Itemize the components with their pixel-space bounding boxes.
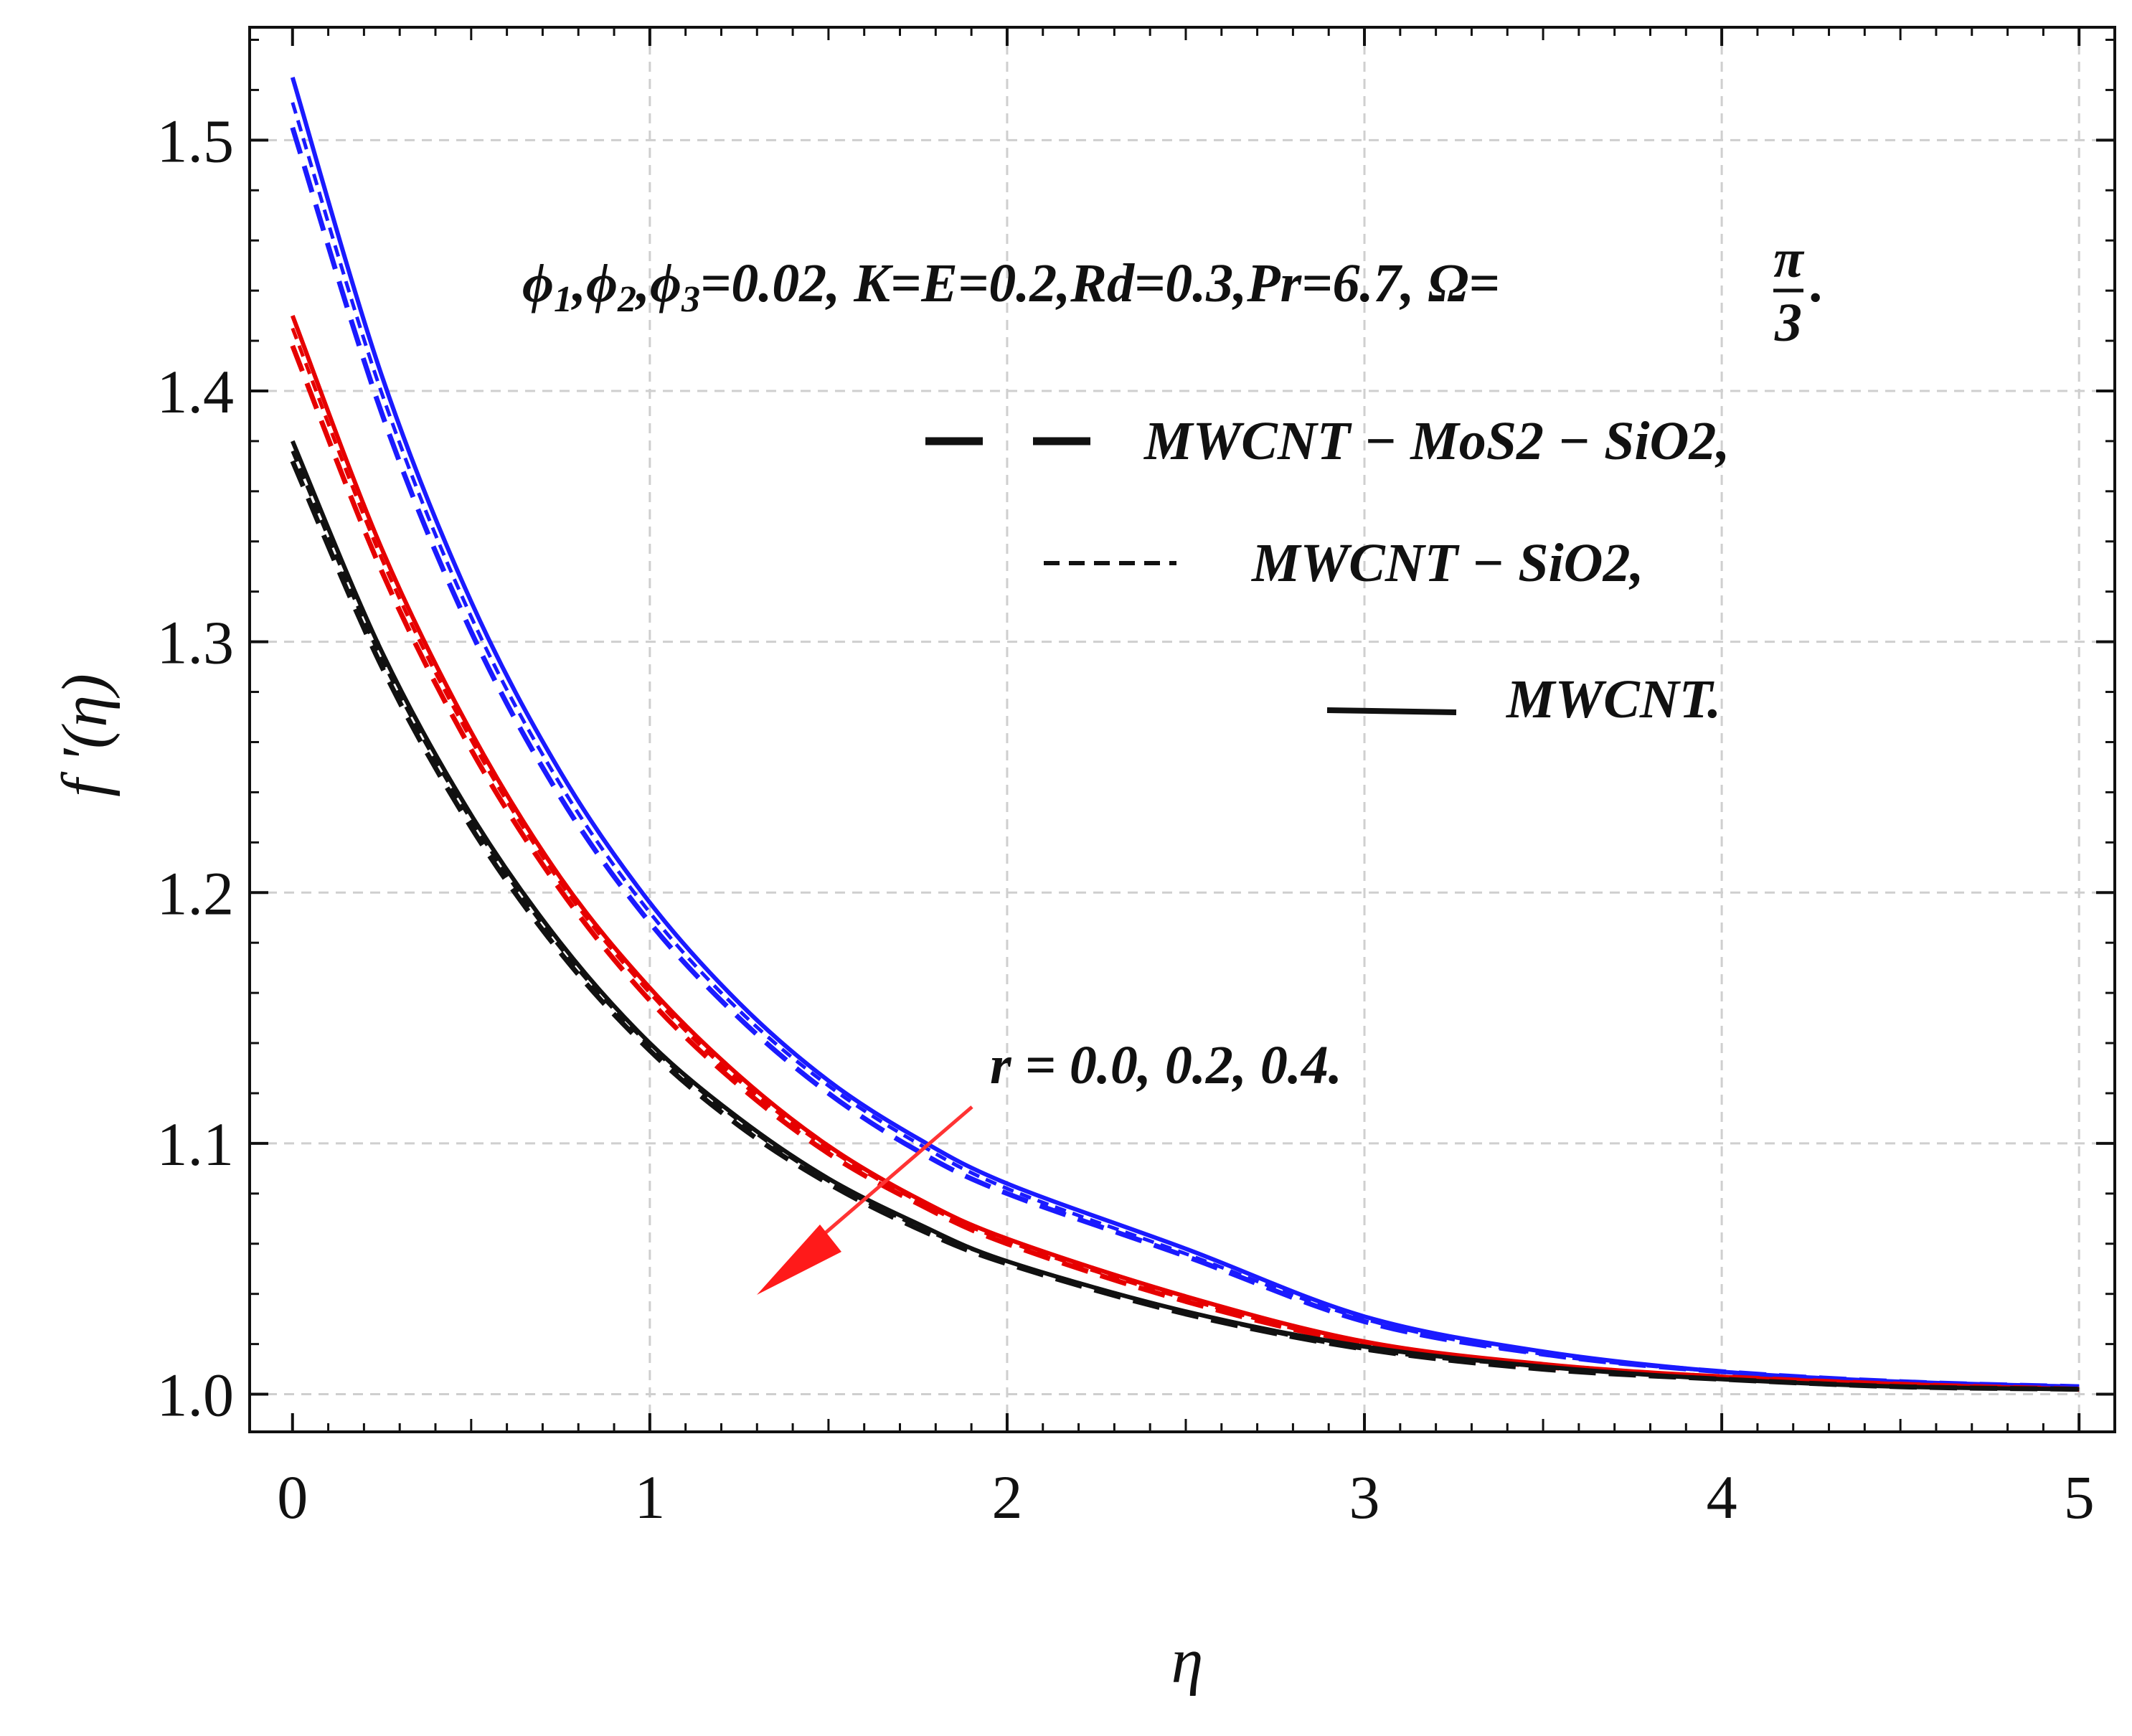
axis-ticks: [250, 27, 2115, 1432]
phi-1-subscript: 1: [554, 279, 572, 320]
x-tick-label: 0: [277, 1463, 308, 1532]
plot-frame: [248, 26, 2116, 1433]
separator-1: ,: [571, 253, 586, 313]
y-axis-title: f ′(η): [49, 674, 121, 797]
parameter-period: .: [1811, 253, 1824, 313]
y-tick-label: 1.4: [157, 357, 235, 426]
parameter-annotation: ϕ1,ϕ2,ϕ3=0.02, K=E=0.2,Rd=0.3,Pr=6.7, Ω=…: [522, 229, 1824, 353]
y-tick-label: 1.2: [157, 859, 235, 928]
x-tick-label: 2: [991, 1463, 1022, 1532]
legend: MWCNT − MoS2 − SiO2, MWCNT − SiO2, MWCNT…: [925, 411, 1730, 730]
separator-2: ,: [635, 253, 650, 313]
legend-swatch-solid: [1326, 707, 1457, 715]
phi-2: ϕ: [586, 253, 618, 313]
legend-label-mwcnt: MWCNT.: [1506, 669, 1721, 730]
series-line-2: [290, 126, 2080, 1390]
phi-3: ϕ: [650, 253, 681, 313]
omega-fraction-numerator: π: [1773, 229, 1805, 289]
series-line-8: [290, 460, 2080, 1392]
parameter-values: =0.02, K=E=0.2,Rd=0.3,Pr=6.7, Ω=: [700, 253, 1500, 313]
legend-entry-mwcnt: MWCNT.: [1326, 669, 1721, 730]
x-tick-label: 4: [1707, 1463, 1737, 1532]
y-tick-label: 1.1: [157, 1110, 235, 1179]
series-lines: [290, 77, 2080, 1392]
x-axis-title: η: [1171, 1626, 1204, 1697]
x-tick-label: 3: [1349, 1463, 1380, 1532]
parameter-text: ϕ1,ϕ2,ϕ3=0.02, K=E=0.2,Rd=0.3,Pr=6.7, Ω=: [522, 253, 1500, 320]
phi-2-subscript: 2: [617, 279, 636, 320]
legend-label-mwcnt-sio2: MWCNT − SiO2,: [1251, 533, 1643, 593]
y-tick-label: 1.0: [157, 1361, 235, 1430]
omega-fraction-denominator: 3: [1774, 293, 1802, 353]
phi-3-subscript: 3: [681, 279, 700, 320]
tick-labels: 0 1 2 3 4 51.01.11.21.31.41.5: [157, 106, 2095, 1532]
y-tick-label: 1.5: [157, 106, 235, 175]
phi-1: ϕ: [522, 253, 554, 313]
arrow-label: r = 0.0, 0.2, 0.4.: [990, 1035, 1342, 1095]
y-tick-label: 1.3: [157, 608, 235, 677]
legend-label-mwcnt-mos2-sio2: MWCNT − MoS2 − SiO2,: [1143, 411, 1730, 471]
legend-entry-mwcnt-sio2: MWCNT − SiO2,: [1044, 533, 1643, 593]
arrow-head: [757, 1225, 841, 1295]
x-tick-label: 5: [2064, 1463, 2095, 1532]
r-change-arrow: r = 0.0, 0.2, 0.4.: [757, 1035, 1342, 1295]
legend-entry-mwcnt-mos2-sio2: MWCNT − MoS2 − SiO2,: [925, 411, 1730, 471]
x-tick-label: 1: [634, 1463, 665, 1532]
arrow-shaft: [802, 1105, 973, 1253]
series-line-5: [290, 344, 2080, 1392]
